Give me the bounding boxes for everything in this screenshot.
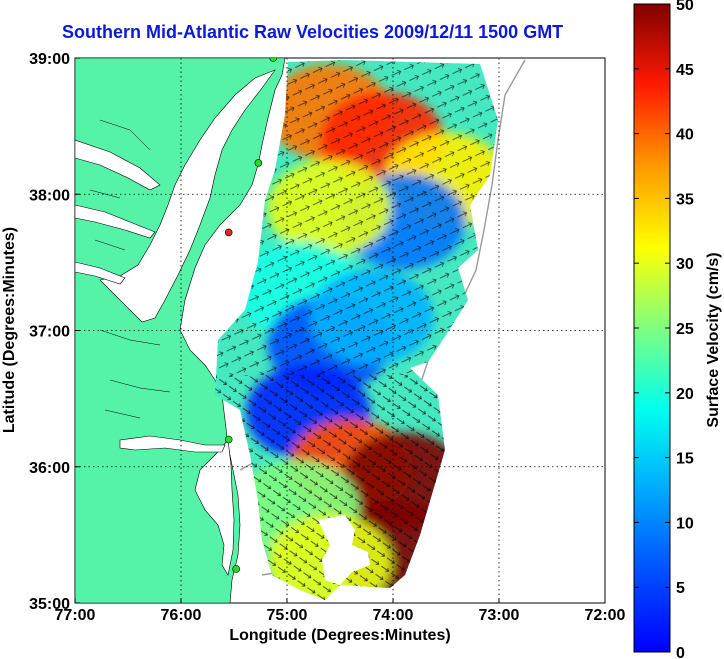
- x-axis-label: Longitude (Degrees:Minutes): [229, 627, 450, 644]
- y-axis-ticks: 39:00 38:00 37:00 36:00 35:00: [29, 51, 80, 613]
- station-marker: [224, 435, 233, 444]
- colorbar: [633, 3, 671, 653]
- colorbar-tick-label: 50: [676, 0, 694, 14]
- x-axis-ticks: 77:00 76:00 75:00 74:00 73:00 72:00: [55, 598, 626, 624]
- x-tick-label: 74:00: [373, 607, 414, 624]
- x-tick-label: 76:00: [161, 607, 202, 624]
- colorbar-tick-label: 15: [676, 451, 694, 468]
- colorbar-tick-label: 45: [676, 62, 694, 79]
- y-tick-label: 35:00: [29, 596, 70, 613]
- y-tick-label: 39:00: [29, 51, 70, 68]
- colorbar-tick-label: 20: [676, 386, 694, 403]
- x-tick-label: 72:00: [585, 607, 626, 624]
- pamlico-sound: [194, 439, 235, 576]
- colorbar-tick-label: 30: [676, 256, 694, 273]
- colorbar-tick-label: 5: [676, 580, 685, 597]
- gridlines: [75, 58, 605, 603]
- chart-title: Southern Mid-Atlantic Raw Velocities 200…: [62, 22, 564, 42]
- albemarle-sound: [119, 435, 226, 453]
- bay-tributary-1: [75, 139, 161, 191]
- station-marker: [232, 565, 240, 573]
- bay-tributary-3: [75, 261, 126, 285]
- x-tick-label: 73:00: [479, 607, 520, 624]
- station-marker: [269, 58, 278, 62]
- bay-tributary-2: [75, 204, 156, 239]
- y-tick-label: 38:00: [29, 187, 70, 204]
- y-axis-label: Latitude (Degrees:Minutes): [1, 227, 18, 433]
- y-tick-label: 37:00: [29, 324, 70, 341]
- chesapeake-bay: [99, 69, 276, 323]
- coastline-detail: [89, 119, 171, 419]
- x-tick-label: 77:00: [55, 607, 96, 624]
- colorbar-label: Surface Velocity (cm/s): [705, 252, 722, 427]
- station-marker: [224, 228, 233, 237]
- station-markers: [224, 58, 278, 573]
- colorbar-tick-label: 40: [676, 127, 694, 144]
- colorbar-tick-label: 10: [676, 515, 694, 532]
- colorbar-tick-label: 0: [676, 645, 685, 659]
- colorbar-tick-label: 25: [676, 321, 694, 338]
- data-gap: [318, 515, 370, 585]
- y-tick-label: 36:00: [29, 460, 70, 477]
- x-tick-label: 75:00: [267, 607, 308, 624]
- station-marker: [254, 159, 263, 167]
- colorbar-tick-label: 35: [676, 191, 694, 208]
